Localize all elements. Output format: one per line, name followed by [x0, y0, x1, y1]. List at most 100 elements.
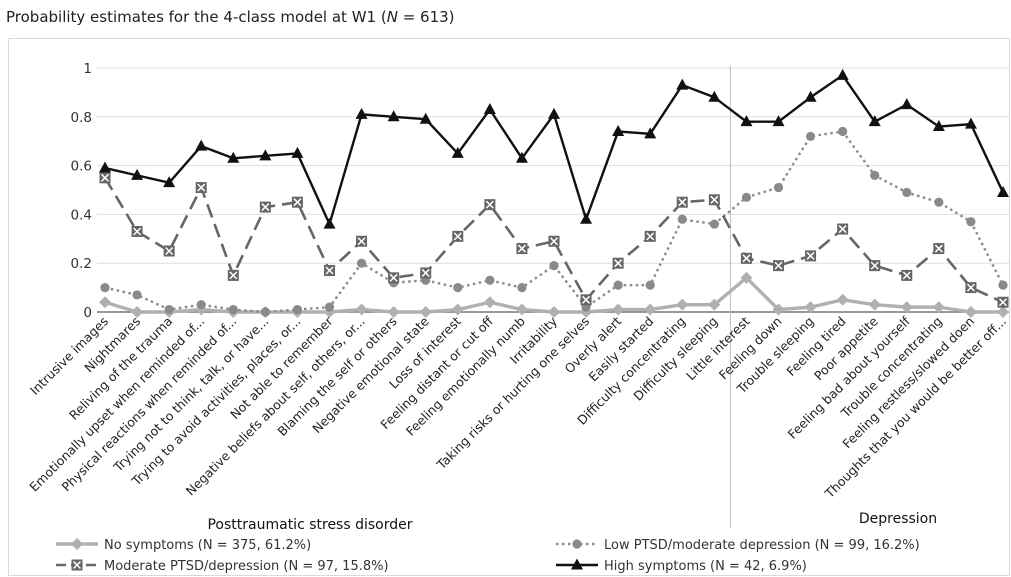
data-point [676, 78, 689, 90]
data-point [572, 539, 582, 549]
data-point [260, 307, 270, 317]
data-point [324, 302, 335, 312]
data-point [838, 126, 848, 137]
data-point [997, 296, 1009, 308]
data-point [515, 303, 528, 316]
data-point [163, 245, 175, 257]
data-point [100, 283, 110, 293]
data-point [71, 559, 83, 571]
data-point [870, 170, 880, 180]
data-point [932, 120, 945, 132]
chart-title-prefix: Probability estimates for the 4-class mo… [6, 8, 387, 26]
data-point [933, 243, 945, 255]
chart-frame [8, 38, 1010, 576]
data-point [773, 260, 784, 272]
data-point [259, 149, 272, 161]
data-point [324, 265, 335, 277]
data-point [644, 127, 657, 139]
data-point [805, 131, 816, 141]
data-point [164, 304, 174, 315]
data-point [868, 115, 881, 127]
chart-title-suffix: = 613) [397, 8, 455, 26]
data-point [804, 301, 817, 314]
data-point [902, 187, 912, 198]
data-point [900, 301, 913, 314]
data-point [805, 250, 817, 262]
data-point [804, 90, 817, 102]
y-tick-label: 0.2 [71, 256, 92, 272]
data-point [740, 271, 753, 284]
data-point [932, 301, 945, 314]
data-point [708, 194, 720, 206]
chart-title-n-symbol: N [386, 8, 398, 26]
group-label: Depression [859, 511, 937, 527]
data-point [452, 230, 464, 242]
data-point [613, 280, 623, 290]
data-point [227, 151, 240, 163]
data-point [356, 235, 368, 247]
data-point [131, 306, 144, 318]
data-point [419, 306, 432, 318]
data-point [836, 68, 849, 80]
data-point [934, 197, 944, 207]
data-point [901, 269, 913, 281]
legend-label: No symptoms (N = 375, 61.2%) [104, 538, 311, 553]
legend-item: Low PTSD/moderate depression (N = 99, 16… [556, 538, 920, 553]
data-point [548, 235, 560, 247]
series-3 [99, 172, 1009, 308]
data-point [259, 201, 271, 213]
legend-item: No symptoms (N = 375, 61.2%) [56, 538, 311, 553]
data-point [869, 260, 881, 272]
data-point [612, 257, 624, 269]
y-tick-label: 0 [83, 305, 92, 321]
data-point [419, 112, 432, 124]
series-2 [100, 126, 1008, 317]
y-axis-ticks: 0 0.2 0.4 0.6 0.8 1 [71, 61, 92, 321]
data-point [740, 115, 753, 127]
data-point [677, 214, 687, 224]
data-point [837, 223, 849, 235]
data-point [676, 298, 689, 311]
series-lines [99, 68, 1009, 318]
data-point [451, 303, 464, 316]
data-point [291, 196, 303, 208]
data-point [964, 117, 977, 129]
data-point [195, 139, 208, 151]
series-4 [99, 68, 1009, 229]
data-point [772, 115, 785, 127]
data-point [965, 282, 977, 294]
data-point [773, 182, 784, 193]
data-point [966, 217, 976, 227]
data-point [772, 303, 785, 316]
data-point [132, 290, 142, 300]
legend-label: High symptoms (N = 42, 6.9%) [604, 559, 807, 574]
data-point [483, 296, 496, 309]
data-point [741, 192, 752, 202]
legend-item: Moderate PTSD/depression (N = 97, 15.8%) [56, 559, 389, 574]
series-line [103, 177, 1004, 304]
data-point [196, 300, 206, 310]
data-point [517, 283, 527, 293]
data-point [645, 280, 655, 290]
data-point [644, 303, 657, 316]
data-point [997, 185, 1009, 197]
series-line [104, 74, 1005, 226]
data-point [997, 306, 1009, 318]
data-point [99, 296, 111, 309]
data-point [964, 306, 977, 318]
data-point [355, 303, 368, 316]
data-point [571, 558, 583, 570]
y-tick-label: 1 [83, 61, 92, 77]
data-point [644, 230, 656, 242]
data-point [612, 124, 625, 136]
data-point [420, 267, 432, 279]
group-label: Posttraumatic stress disorder [207, 517, 412, 533]
data-point [836, 293, 849, 306]
y-tick-label: 0.8 [71, 110, 92, 126]
series-line [104, 130, 1005, 314]
data-point [483, 102, 496, 114]
data-point [131, 225, 143, 237]
data-point [708, 298, 721, 311]
data-point [485, 275, 495, 285]
